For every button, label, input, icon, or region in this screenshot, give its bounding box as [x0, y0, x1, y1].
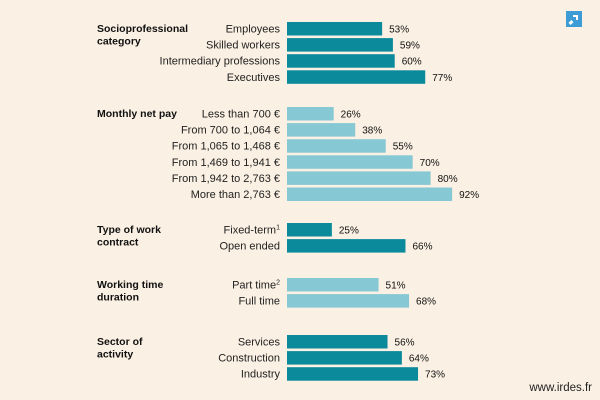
bar [287, 38, 393, 52]
category-label: From 1,065 to 1,468 € [172, 141, 280, 153]
value-label: 59% [400, 41, 420, 52]
bar [287, 123, 356, 137]
bar [287, 239, 406, 253]
group-title: Socioprofessional category [97, 23, 188, 48]
value-label: 25% [339, 226, 359, 237]
bar [287, 107, 334, 121]
value-label: 56% [395, 338, 415, 349]
value-label: 73% [425, 370, 445, 381]
category-label: Industry [241, 369, 281, 381]
category-label: Executives [227, 72, 281, 84]
category-label: Skilled workers [206, 40, 280, 52]
value-label: 26% [341, 110, 361, 121]
bar [287, 187, 453, 201]
bar [287, 294, 410, 308]
value-label: 66% [412, 242, 432, 253]
category-label: Intermediary professions [160, 56, 281, 68]
value-label: 77% [432, 73, 452, 84]
source-link[interactable]: www.irdes.fr [529, 382, 592, 394]
category-label: Full time [238, 296, 280, 308]
bar [287, 70, 426, 84]
value-label: 80% [438, 174, 458, 185]
bar [287, 335, 388, 349]
bar [287, 367, 419, 381]
group-title: Type of work contract [97, 224, 161, 249]
bar [287, 22, 383, 36]
value-label: 92% [459, 190, 479, 201]
category-label: More than 2,763 € [191, 189, 280, 201]
value-label: 64% [409, 354, 429, 365]
bar [287, 351, 402, 365]
category-label: Open ended [219, 241, 280, 253]
value-label: 38% [362, 126, 382, 137]
bar [287, 278, 379, 292]
value-label: 51% [386, 281, 406, 292]
bar [287, 139, 386, 153]
category-label: Employees [226, 24, 281, 36]
category-label: Construction [218, 353, 280, 365]
bar [287, 223, 332, 237]
category-label: From 1,469 to 1,941 € [172, 157, 280, 169]
group-title: Monthly net pay [97, 108, 177, 120]
category-label: From 700 to 1,064 € [181, 125, 280, 137]
bar [287, 171, 431, 185]
expand-icon[interactable] [566, 11, 582, 27]
category-label: Less than 700 € [202, 109, 280, 121]
category-label: Services [238, 337, 281, 349]
group-title: Sector of activity [97, 336, 143, 361]
value-label: 60% [402, 57, 422, 68]
value-label: 53% [389, 25, 409, 36]
category-label: Part time2 [232, 280, 280, 292]
bar [287, 155, 413, 169]
category-label: Fixed-term1 [224, 225, 281, 237]
group-title: Working time duration [97, 279, 163, 304]
value-label: 55% [393, 142, 413, 153]
bar [287, 54, 395, 68]
category-label: From 1,942 to 2,763 € [172, 173, 280, 185]
value-label: 68% [416, 297, 436, 308]
value-label: 70% [420, 158, 440, 169]
